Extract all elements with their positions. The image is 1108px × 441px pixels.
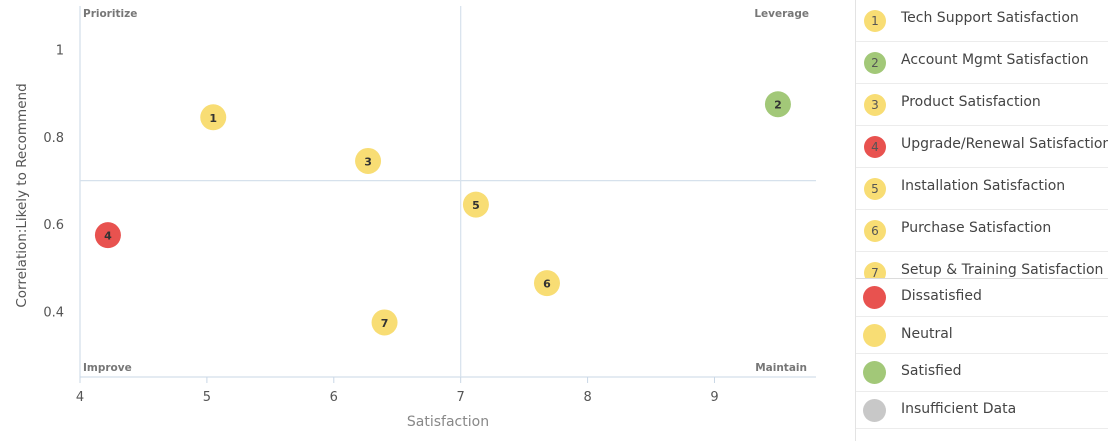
legend-item-4[interactable]: 4 Upgrade/Renewal Satisfaction <box>856 126 1108 168</box>
data-point-2: 2 <box>764 91 791 118</box>
legend-item-5[interactable]: 5 Installation Satisfaction <box>856 168 1108 210</box>
legend-item-2[interactable]: 2 Account Mgmt Satisfaction <box>856 42 1108 84</box>
legend-item-6[interactable]: 6 Purchase Satisfaction <box>856 210 1108 252</box>
legend-marker: 4 <box>864 136 886 158</box>
chart-svg: 4 5 6 7 8 9 0.4 0.6 0.8 1 Satisfaction Correlation:… <box>14 6 816 430</box>
x-tick-label: 6 <box>330 390 338 405</box>
legend-item-1[interactable]: 1 Tech Support Satisfaction <box>856 0 1108 42</box>
legend-marker: 2 <box>864 52 886 74</box>
data-point-label: 2 <box>774 99 782 112</box>
status-dot <box>863 398 886 422</box>
status-legend-item-neutral: Neutral <box>856 317 1108 354</box>
data-point-label: 6 <box>543 278 551 291</box>
legend-item-3[interactable]: 3 Product Satisfaction <box>856 84 1108 126</box>
legend-label: Installation Satisfaction <box>901 178 1066 194</box>
y-tick-label: 0.8 <box>43 131 64 146</box>
data-point-6: 6 <box>533 270 560 297</box>
data-point-5: 5 <box>462 191 489 218</box>
legend-label: Product Satisfaction <box>901 94 1041 110</box>
data-point-marker <box>371 309 398 336</box>
data-point-3: 3 <box>355 147 382 174</box>
quadrant-label-improve: Improve <box>83 362 132 374</box>
status-label: Dissatisfied <box>901 288 982 304</box>
legend-label: Setup & Training Satisfaction <box>901 262 1104 278</box>
x-tick-label: 8 <box>583 390 591 405</box>
data-point-7: 7 <box>371 309 398 336</box>
scatter-chart: 4 5 6 7 8 9 0.4 0.6 0.8 1 Satisfaction Correlation:… <box>14 6 816 430</box>
x-tick-label: 9 <box>710 390 718 405</box>
legend-label: Account Mgmt Satisfaction <box>901 52 1089 68</box>
status-label: Insufficient Data <box>901 400 1017 417</box>
x-tick-label: 7 <box>457 390 465 405</box>
legend-marker: 5 <box>864 178 886 200</box>
x-tick-label: 5 <box>203 390 211 405</box>
legend-marker: 3 <box>864 94 886 116</box>
data-point-label: 4 <box>104 230 112 243</box>
legend-label: Upgrade/Renewal Satisfaction <box>901 136 1108 152</box>
quadrant-label-maintain: Maintain <box>755 362 807 374</box>
legend-marker: 6 <box>864 220 886 242</box>
status-label: Satisfied <box>901 363 962 379</box>
legend-item-7[interactable]: 7 Setup & Training Satisfaction <box>856 252 1108 278</box>
x-axis-title: Satisfaction <box>407 414 489 430</box>
data-point-1: 1 <box>200 104 227 131</box>
data-point-label: 1 <box>209 112 217 125</box>
status-label: Neutral <box>901 325 953 342</box>
data-point-label: 5 <box>472 199 480 212</box>
status-legend-item-satisfied: Satisfied <box>856 354 1108 392</box>
y-tick-label: 0.4 <box>43 306 64 321</box>
y-tick-label: 0.6 <box>43 218 64 233</box>
data-point-label: 7 <box>381 317 389 330</box>
status-dot <box>863 286 886 309</box>
data-point-marker <box>200 104 227 131</box>
data-point-marker <box>462 191 489 218</box>
status-legend-item-insufficient: Insufficient Data <box>856 392 1108 429</box>
data-point-4: 4 <box>94 222 121 249</box>
legend-label: Purchase Satisfaction <box>901 220 1052 236</box>
y-axis-title: Correlation:Likely to Recommend <box>14 83 30 307</box>
data-point-marker <box>94 222 121 249</box>
point-legend[interactable]: 1 Tech Support Satisfaction 2 Account Mgmt … <box>856 0 1108 279</box>
data-point-marker <box>355 147 382 174</box>
legend-label: Tech Support Satisfaction <box>901 10 1079 26</box>
x-tick-label: 4 <box>76 390 84 405</box>
status-dot <box>863 323 886 347</box>
quadrant-label-prioritize: Prioritize <box>83 8 137 20</box>
y-tick-label: 1 <box>56 44 64 59</box>
status-legend: Dissatisfied Neutral Satisfied Insufficient… <box>856 279 1108 429</box>
status-dot <box>863 361 886 384</box>
legend-marker: 1 <box>864 10 886 32</box>
status-legend-item-dissatisfied: Dissatisfied <box>856 279 1108 317</box>
quadrant-label-leverage: Leverage <box>754 8 809 20</box>
data-point-marker <box>533 270 560 297</box>
data-point-marker <box>764 91 791 118</box>
data-point-label: 3 <box>364 155 372 168</box>
legend-panel: 1 Tech Support Satisfaction 2 Account Mgmt … <box>855 0 1108 441</box>
legend-marker: 7 <box>864 262 886 278</box>
